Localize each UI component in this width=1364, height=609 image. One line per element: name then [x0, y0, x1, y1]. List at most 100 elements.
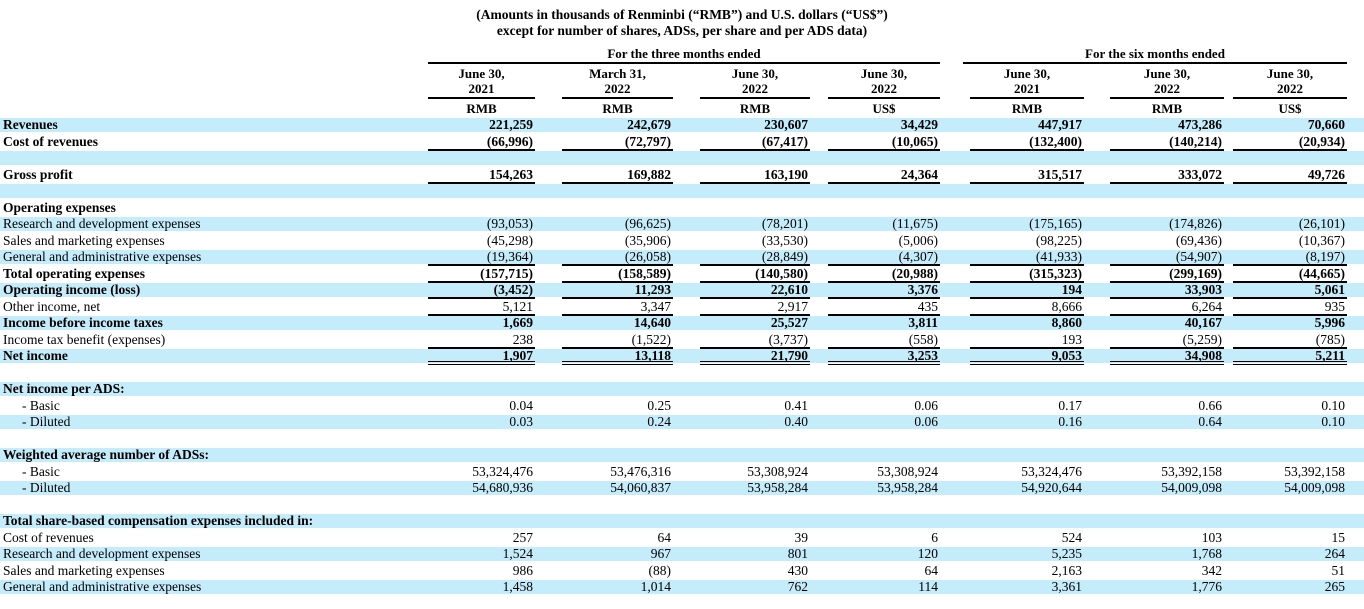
column-currency-header: RMB: [1151, 101, 1183, 116]
cell-value: (140,580): [700, 266, 810, 283]
cell-value: 1,014: [640, 579, 671, 594]
cell-value: 9,053: [970, 348, 1084, 365]
cell-value: 39: [794, 529, 809, 545]
empty-cell: [1233, 498, 1347, 514]
empty-cell: [828, 366, 940, 382]
table-row: Revenues 221,259 242,679 230,607 34,429 447,9…: [0, 117, 1364, 135]
cell-value: 1,524: [502, 546, 533, 561]
column-date-header: June 30, 2022: [1233, 66, 1347, 99]
table-row: Research and development expenses 1,524 96…: [0, 546, 1364, 564]
cell-value: 194: [970, 282, 1084, 299]
empty-cell: [700, 448, 810, 464]
statement-title: (Amounts in thousands of Renminbi (“RMB”…: [0, 0, 1364, 38]
column-currency-header: RMB: [602, 101, 633, 116]
table-row: Research and development expenses (93,053…: [0, 216, 1364, 234]
empty-cell: [970, 366, 1084, 382]
cell-value: 0.17: [1058, 397, 1082, 413]
row-label: [0, 184, 428, 201]
empty-cell: [1110, 498, 1224, 514]
cell-value: 0.25: [647, 397, 671, 413]
cell-value: 40,167: [1184, 315, 1222, 330]
cell-value: (558): [828, 332, 940, 349]
cell-value: 8,666: [970, 299, 1084, 316]
cell-value: 114: [918, 579, 938, 594]
row-label: Net income per ADS:: [3, 382, 125, 396]
row-label: Research and development expenses: [3, 547, 201, 561]
empty-cell: [562, 514, 673, 530]
row-label: Cost of revenues: [3, 530, 94, 545]
col-group-three-months: For the three months ended: [428, 47, 940, 64]
empty-cell: [562, 498, 673, 514]
cell-value: 54,009,098: [1284, 480, 1345, 495]
empty-cell: [828, 498, 940, 514]
empty-cell: [428, 366, 535, 382]
cell-value: 193: [970, 332, 1084, 349]
date-line-1: June 30,: [1143, 66, 1191, 81]
cell-value: 53,308,924: [877, 463, 938, 479]
empty-cell: [828, 448, 940, 464]
cell-value: (157,715): [428, 266, 535, 283]
statement-title-line-2: except for number of shares, ADSs, per s…: [496, 22, 868, 38]
spacer-row: [0, 184, 1364, 201]
cell-value: (26,058): [562, 249, 673, 266]
cell-value: (98,225): [1035, 232, 1082, 248]
column-date-header: March 31, 2022: [562, 66, 673, 99]
date-line-1: June 30,: [1266, 66, 1314, 81]
spacer-row: [0, 366, 1364, 383]
cell-value: (33,530): [761, 232, 808, 248]
cell-value: (96,625): [624, 216, 671, 231]
empty-cell: [562, 448, 673, 464]
date-line-2: 2022: [742, 81, 768, 96]
cell-value: 473,286: [1178, 117, 1222, 132]
empty-cell: [562, 151, 673, 167]
empty-cell: [428, 382, 535, 398]
cell-value: (10,065): [828, 134, 940, 151]
cell-value: (175,165): [1029, 216, 1082, 231]
cell-value: (66,996): [428, 134, 535, 151]
cell-value: 0.66: [1198, 397, 1222, 413]
cell-value: 6,264: [1110, 299, 1224, 316]
table-row: Cost of revenues 257 64 39 6 524 103 15: [0, 529, 1364, 548]
statement-title-line-1: (Amounts in thousands of Renminbi (“RMB”…: [476, 7, 888, 22]
empty-cell: [828, 432, 940, 448]
row-label: General and administrative expenses: [3, 250, 202, 264]
empty-cell: [1110, 382, 1224, 398]
cell-value: (1,522): [562, 332, 673, 349]
cell-value: 2,163: [1051, 562, 1082, 578]
row-label: [0, 498, 428, 515]
cell-value: 21,790: [700, 348, 810, 365]
cell-value: 13,118: [562, 348, 673, 365]
cell-value: 265: [1324, 579, 1345, 594]
cell-value: (45,298): [486, 232, 533, 248]
cell-value: 51: [1331, 562, 1346, 578]
cell-value: 24,364: [828, 167, 940, 184]
cell-value: 1,669: [502, 315, 533, 330]
cell-value: (67,417): [700, 134, 810, 151]
cell-value: (20,934): [1233, 134, 1347, 151]
col-group-six-months: For the six months ended: [963, 47, 1347, 64]
cell-value: 3,376: [828, 282, 940, 299]
cell-value: (54,907): [1110, 249, 1224, 266]
empty-cell: [828, 151, 940, 167]
table-row: Income before income taxes 1,669 14,640 25,…: [0, 315, 1364, 333]
date-line-2: 2022: [604, 81, 631, 96]
table-row: Total operating expenses (157,715) (158,58…: [0, 266, 1364, 284]
cell-value: 230,607: [764, 117, 808, 132]
empty-cell: [428, 201, 535, 217]
table-row: Sales and marketing expenses (45,298) (35,…: [0, 232, 1364, 251]
empty-cell: [828, 514, 940, 530]
cell-value: 801: [787, 546, 808, 561]
cell-value: 238: [428, 332, 535, 349]
cell-value: 5,996: [1314, 315, 1345, 330]
row-label: Research and development expenses: [3, 217, 201, 231]
table-row: Income tax benefit (expenses) 238 (1,522) (…: [0, 332, 1364, 350]
cell-value: 242,679: [627, 117, 671, 132]
cell-value: 342: [1201, 562, 1222, 578]
cell-value: 169,882: [562, 167, 673, 184]
row-label: Gross profit: [3, 167, 73, 182]
cell-value: 3,811: [908, 315, 938, 330]
cell-value: 3,253: [828, 348, 940, 365]
table-row: Total share-based compensation expenses …: [0, 514, 1364, 531]
row-label: Operating expenses: [3, 200, 116, 215]
